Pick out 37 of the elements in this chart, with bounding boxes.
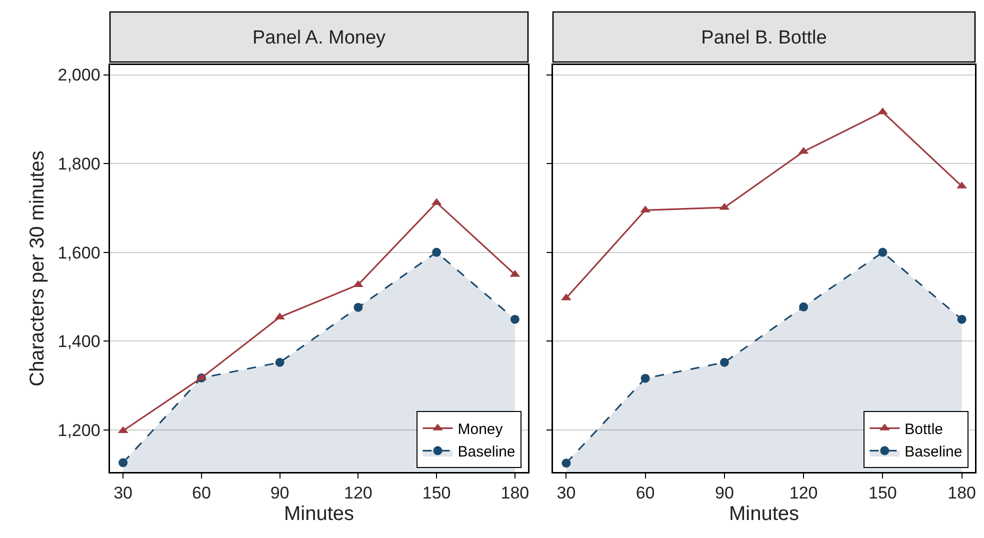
point: [720, 358, 729, 367]
x-tick-label: 150: [422, 484, 451, 503]
point: [799, 302, 808, 312]
y-tick-label: 1,800: [58, 154, 100, 174]
chart-title: Panel A. Money: [252, 28, 386, 49]
x-tick-label: 90: [270, 484, 290, 503]
y-tick-label: 1,200: [58, 420, 100, 440]
point: [275, 358, 284, 367]
x-tick-label: 30: [114, 484, 133, 503]
y-tick-label: 2,000: [58, 66, 100, 85]
x-axis-title: Minutes: [284, 503, 354, 526]
chart-title: Panel B. Bottle: [701, 28, 827, 49]
point: [510, 314, 520, 324]
x-tick-label: 30: [556, 484, 576, 503]
x-tick-label: 120: [789, 484, 818, 503]
point: [878, 248, 888, 257]
x-tick-label: 90: [714, 484, 734, 503]
x-tick-label: 180: [500, 484, 530, 503]
y-tick-label: 1,600: [58, 243, 100, 262]
x-tick-label: 180: [948, 484, 976, 503]
legend-label: Money: [458, 421, 504, 438]
x-tick-label: 60: [192, 484, 211, 503]
x-tick-label: 150: [868, 484, 897, 503]
x-tick-label: 120: [344, 484, 372, 503]
point: [562, 458, 571, 468]
x-tick-label: 60: [636, 484, 655, 503]
legend-label: Bottle: [904, 421, 944, 438]
y-axis-title: Characters per 30 minutes: [26, 150, 48, 386]
point: [118, 458, 128, 468]
y-tick-label: 1,400: [58, 332, 100, 352]
point: [354, 302, 363, 312]
point: [957, 314, 966, 324]
legend-label: Baseline: [904, 444, 962, 461]
point: [432, 248, 442, 257]
point: [640, 374, 650, 383]
legend-label: Baseline: [458, 444, 516, 461]
x-axis-title: Minutes: [728, 503, 800, 526]
